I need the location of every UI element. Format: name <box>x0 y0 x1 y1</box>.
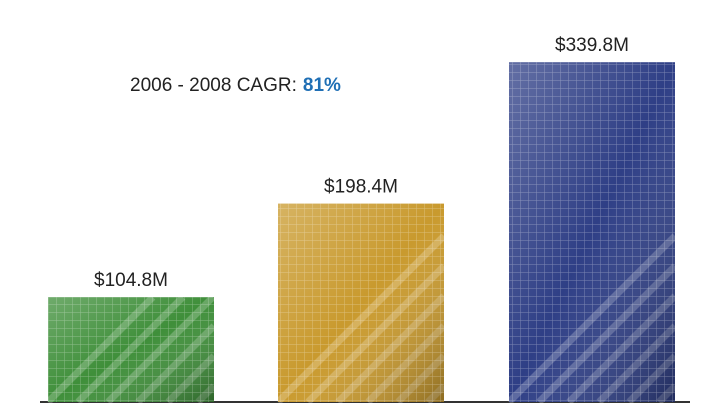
annotation-text: 2006 - 2008 CAGR: <box>130 75 297 96</box>
value-label: $339.8M <box>555 35 629 56</box>
annotation: 2006 - 2008 CAGR: 81% <box>130 75 341 96</box>
bar-grid <box>48 297 214 402</box>
bar-grid <box>509 62 675 402</box>
value-label: $104.8M <box>94 270 168 291</box>
bar-grid <box>278 203 444 402</box>
annotation-value: 81% <box>303 75 341 96</box>
value-label: $198.4M <box>324 177 398 198</box>
